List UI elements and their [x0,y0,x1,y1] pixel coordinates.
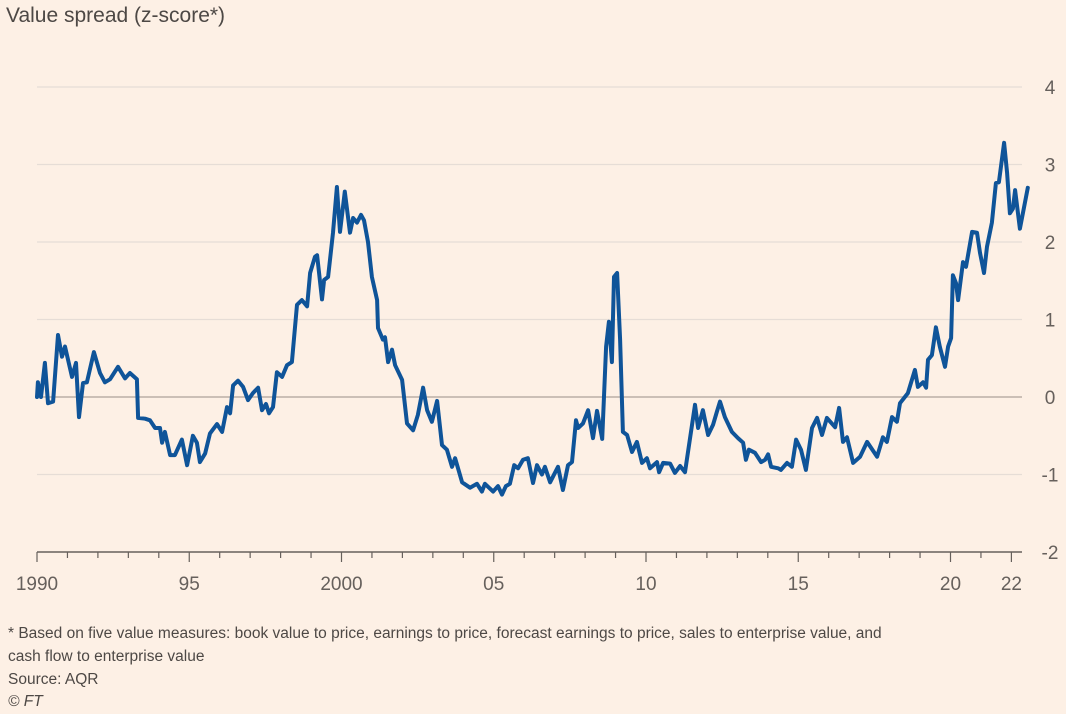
x-tick-label: 1990 [16,574,58,595]
y-tick-label: 4 [1045,78,1056,99]
y-tick-label: 2 [1045,233,1056,254]
x-tick-label: 20 [940,574,961,595]
ft-credit: © FT [8,693,43,710]
y-tick-label: -1 [1042,466,1059,487]
y-tick-label: -2 [1042,543,1059,564]
x-tick-label: 15 [788,574,809,595]
x-tick-label: 95 [179,574,200,595]
x-tick-label: 10 [635,574,656,595]
chart-title: Value spread (z-score*) [6,4,226,27]
source-note: Source: AQR [8,671,99,688]
y-tick-label: 1 [1045,311,1056,332]
y-tick-label: 3 [1045,156,1056,177]
footnote: * Based on five value measures: book val… [8,625,882,642]
x-tick-label: 22 [1001,574,1022,595]
series-line-value-spread [35,140,1030,497]
footnote-continued: cash flow to enterprise value [8,648,205,665]
x-tick-label: 2000 [320,574,362,595]
x-tick-label: 05 [483,574,504,595]
y-tick-label: 0 [1045,388,1056,409]
